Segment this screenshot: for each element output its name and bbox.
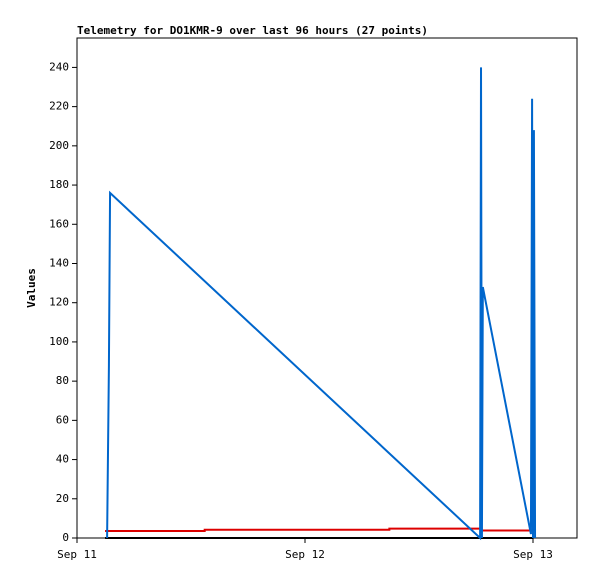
y-tick-label: 120 <box>49 296 69 309</box>
y-tick-label: 220 <box>49 100 69 113</box>
y-tick-label: 0 <box>62 531 69 544</box>
y-tick-label: 20 <box>56 492 69 505</box>
y-tick-label: 140 <box>49 256 69 269</box>
y-tick-label: 180 <box>49 178 69 191</box>
series-line <box>106 67 537 541</box>
plot-frame <box>76 37 578 539</box>
y-tick-label: 200 <box>49 139 69 152</box>
y-tick-label: 100 <box>49 335 69 348</box>
x-tick-label: Sep 13 <box>513 548 553 561</box>
x-tick-label: Sep 12 <box>285 548 325 561</box>
y-axis-label: Values <box>25 268 38 308</box>
y-tick-label: 160 <box>49 217 69 230</box>
x-tick-label: Sep 11 <box>57 548 97 561</box>
y-tick-label: 40 <box>56 453 69 466</box>
series-line <box>105 527 533 532</box>
y-tick-label: 60 <box>56 413 69 426</box>
y-tick-label: 80 <box>56 374 69 387</box>
y-tick-label: 240 <box>49 60 69 73</box>
chart-title: Telemetry for DO1KMR-9 over last 96 hour… <box>77 24 428 37</box>
